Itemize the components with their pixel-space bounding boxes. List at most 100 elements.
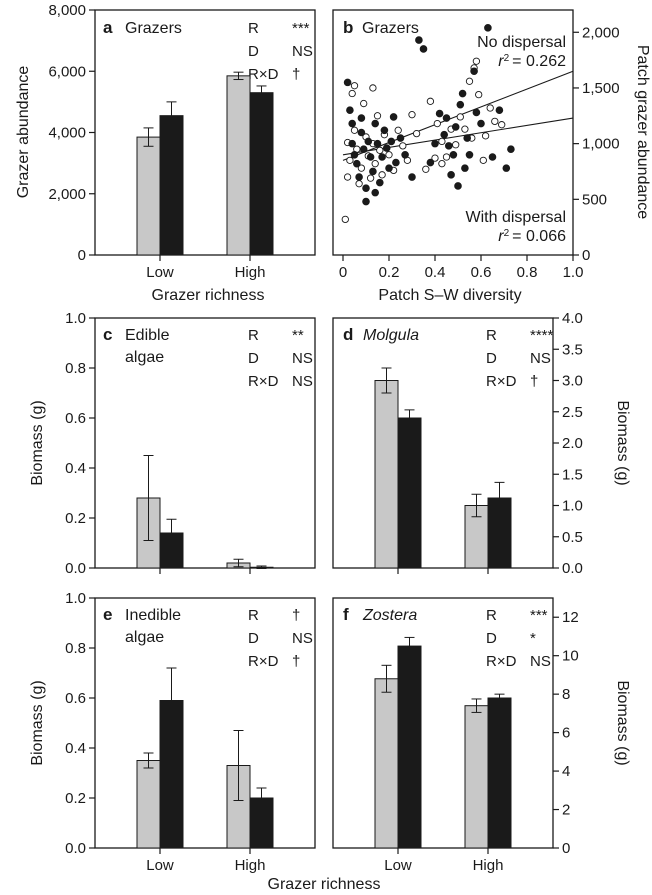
ytick-label: 2,000 [582, 24, 620, 41]
r2-superscript-1: 2 [504, 53, 510, 64]
panel-b-scatter: b Grazers No dispersal r2 = 0.262 With di… [332, 9, 651, 304]
filled-point [456, 100, 465, 109]
open-point [433, 119, 441, 128]
filled-point [362, 197, 370, 206]
ytick-label: 0.6 [65, 410, 86, 427]
r2-value-2: = 0.066 [512, 228, 566, 245]
filled-point [415, 36, 423, 44]
filled-point [463, 134, 472, 142]
open-point [461, 125, 469, 133]
ytick-label: 0.6 [65, 690, 86, 707]
stat-term: R [486, 327, 497, 344]
filled-point [355, 173, 363, 181]
ytick-label: 500 [582, 191, 607, 208]
panel-c-frame [94, 317, 316, 569]
ytick-label: 6,000 [48, 63, 86, 80]
bar [159, 115, 184, 256]
bar [397, 417, 422, 569]
panel-b-points [341, 24, 515, 224]
ytick-label: 1.0 [65, 590, 86, 607]
filled-point [502, 164, 511, 172]
filled-point [451, 123, 460, 131]
panel-d-molgula: d Molgula R **** D NS R×D † 0.0 0.5 1.0 1.5 2.0 2.… [332, 310, 631, 577]
panel-e-yticks: 0.0 0.2 0.4 0.6 0.8 1.0 [65, 590, 95, 857]
open-point [408, 111, 416, 119]
panel-d-title: Molgula [363, 327, 419, 344]
open-point [426, 97, 435, 105]
panel-c-letter: c [103, 325, 112, 344]
open-point [442, 153, 451, 161]
stat-significance: NS [292, 630, 313, 647]
open-point [378, 171, 386, 179]
bar [397, 645, 422, 849]
ytick-label: 1,000 [582, 136, 620, 153]
open-point [491, 117, 499, 126]
filled-point [470, 67, 478, 76]
panel-e-stats: R † D NS R×D † [248, 607, 313, 670]
ytick-label: 0.0 [65, 560, 86, 577]
panel-a-title: Grazers [125, 20, 182, 37]
filled-point [348, 139, 357, 148]
filled-point [465, 150, 474, 159]
bar [464, 705, 489, 849]
filled-point [488, 153, 497, 161]
filled-point [442, 114, 451, 122]
filled-point [472, 108, 481, 117]
panel-e-frame [94, 597, 316, 849]
open-point [481, 132, 490, 140]
ytick-label: 2 [562, 802, 570, 819]
filled-point [401, 150, 409, 159]
filled-point [387, 137, 396, 146]
ytick-label: 0.0 [65, 840, 86, 857]
open-point [341, 215, 349, 224]
bar [136, 760, 161, 849]
panel-d-frame [332, 317, 554, 569]
annotation-with-dispersal-r2: r2 = 0.066 [498, 228, 566, 246]
ytick-label: 8,000 [48, 2, 86, 19]
ytick-label: 2,000 [48, 186, 86, 203]
panel-a-xticks: Low High [146, 264, 265, 281]
stat-significance: NS [292, 350, 313, 367]
filled-point [408, 173, 416, 181]
ytick-label: 0.4 [65, 740, 86, 757]
filled-point [352, 159, 361, 168]
figure-xlabel: Grazer richness [268, 876, 381, 893]
filled-point [447, 171, 455, 179]
ytick-label: 0.8 [65, 360, 86, 377]
filled-point [419, 45, 428, 53]
open-point [394, 126, 402, 134]
ytick-label: 0.2 [65, 510, 86, 527]
panel-f-title: Zostera [362, 607, 417, 624]
ytick-label: 12 [562, 609, 579, 626]
stat-term: D [248, 350, 259, 367]
panel-e-xticks: Low High [146, 857, 265, 874]
filled-point [458, 89, 467, 98]
filled-point [495, 106, 504, 115]
open-point [357, 164, 366, 172]
open-point [360, 99, 368, 108]
xtick-label: 0.6 [471, 264, 492, 281]
stat-term: R [248, 327, 259, 344]
category-label: High [235, 264, 266, 281]
open-point [371, 160, 379, 168]
stat-significance: NS [292, 43, 313, 60]
stat-term: D [248, 43, 259, 60]
ytick-label: 3.5 [562, 341, 583, 358]
xtick-label: 0.4 [425, 264, 446, 281]
ytick-label: 4.0 [562, 310, 583, 327]
ytick-label: 0.8 [65, 640, 86, 657]
open-point [355, 180, 363, 188]
filled-point [454, 182, 462, 190]
stat-significance: † [530, 373, 538, 390]
open-point [366, 174, 375, 182]
open-point [350, 82, 359, 90]
open-point [498, 121, 506, 129]
stat-term: D [486, 350, 497, 367]
panel-d-letter: d [343, 325, 353, 344]
ytick-label: 2.5 [562, 404, 583, 421]
open-point [438, 160, 446, 168]
panel-e-bars [136, 667, 274, 854]
panel-c-edible-algae: c Edible algae R **D NSR×D NS 0.00.20.40.60… [29, 310, 316, 577]
